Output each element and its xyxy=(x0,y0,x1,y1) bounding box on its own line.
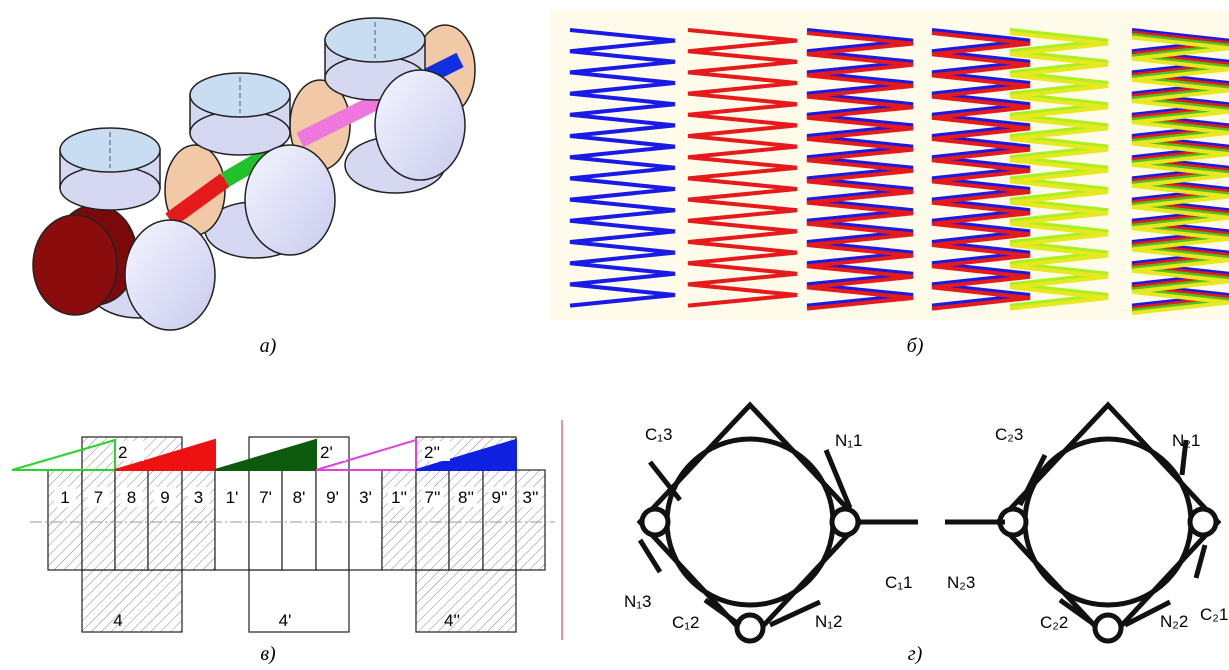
cell xyxy=(215,470,249,570)
cell-label: 8' xyxy=(293,488,306,507)
cell xyxy=(316,470,349,570)
cell-label: 7' xyxy=(259,488,272,507)
panel-a xyxy=(33,18,475,330)
atom xyxy=(1095,615,1121,641)
bottom-label: 4 xyxy=(113,611,122,630)
cell xyxy=(48,470,82,570)
group-label: C₂3 xyxy=(995,425,1023,444)
disk-front xyxy=(245,145,335,255)
bottom-box xyxy=(416,570,516,632)
cell-label: 1 xyxy=(60,488,69,507)
caption: б) xyxy=(907,335,924,357)
cell-label: 8'' xyxy=(458,488,474,507)
group-label: C₁1 xyxy=(885,573,912,592)
cell xyxy=(449,470,483,570)
ring xyxy=(667,439,833,605)
atom xyxy=(1190,509,1216,535)
top-label: 2'' xyxy=(424,443,440,462)
bottom-label: 4' xyxy=(279,611,292,630)
disk-front xyxy=(375,70,465,180)
group-label: C₂1 xyxy=(1200,605,1228,624)
group-label: N₁3 xyxy=(624,592,651,611)
bond xyxy=(1020,455,1045,505)
figure: 4 4' 4'' 1 7 8 9 3 1' 7' 8' 9' 3' 1'' 7'' 8'' 9'' 3'' 2 2' 2… xyxy=(0,0,1229,670)
group-label: N₁1 xyxy=(835,431,862,450)
cell xyxy=(182,470,215,570)
cell-label: 9 xyxy=(160,488,169,507)
cell xyxy=(148,470,182,570)
caption: г) xyxy=(908,643,923,665)
group-label: C₂2 xyxy=(1040,613,1068,632)
atom xyxy=(642,509,668,535)
cell xyxy=(382,470,416,570)
cell xyxy=(416,470,449,570)
end-cap xyxy=(33,215,117,315)
cell-label: 1' xyxy=(226,488,239,507)
caption: в) xyxy=(260,643,276,665)
group-label: N₁2 xyxy=(815,612,842,631)
bottom-box xyxy=(82,570,182,632)
group-label: N₂1 xyxy=(1172,431,1200,450)
cell-label: 7 xyxy=(94,488,103,507)
cell-label: 9' xyxy=(326,488,339,507)
panel-v: 4 4' 4'' 1 7 8 9 3 1' 7' 8' 9' 3' 1'' 7'' 8'' 9'' 3'' 2 2' 2… xyxy=(12,420,562,640)
top-label: 2 xyxy=(118,443,127,462)
cell-label: 3 xyxy=(194,488,203,507)
top-label: 2' xyxy=(320,443,333,462)
ring xyxy=(1025,439,1191,605)
bond xyxy=(1196,545,1205,578)
cell xyxy=(282,470,316,570)
cell-label: 7'' xyxy=(425,488,441,507)
cell-label: 8 xyxy=(127,488,136,507)
cell-label: 3'' xyxy=(523,488,539,507)
cell xyxy=(249,470,282,570)
group-label: N₂2 xyxy=(1160,612,1188,631)
atom xyxy=(737,615,763,641)
caption: а) xyxy=(260,335,277,357)
bottom-box xyxy=(249,570,349,632)
disk-front xyxy=(125,220,215,330)
cell xyxy=(82,470,115,570)
panel-g: C₁3 N₁1 C₁1 N₁3 C₁2 N₁2 C₂3 N₂1 N₂3 C₂1 C₂2 N₂2 xyxy=(624,405,1228,641)
cell-label: 1'' xyxy=(391,488,407,507)
bond xyxy=(640,540,660,572)
cell-label: 9'' xyxy=(492,488,508,507)
cell xyxy=(516,470,545,570)
cell xyxy=(349,470,382,570)
group-label: N₂3 xyxy=(947,573,975,592)
group-label: C₁3 xyxy=(645,425,672,444)
bottom-label: 4'' xyxy=(444,611,460,630)
cell-label: 3' xyxy=(359,488,372,507)
cell xyxy=(115,470,148,570)
group-label: C₁2 xyxy=(672,613,699,632)
atom xyxy=(832,509,858,535)
cell xyxy=(483,470,516,570)
